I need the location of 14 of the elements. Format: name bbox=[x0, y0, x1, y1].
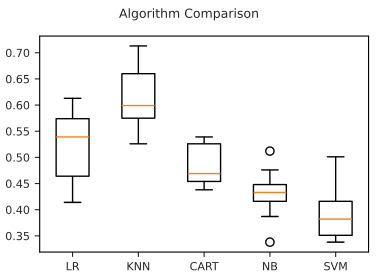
chart-title: Algorithm Comparison bbox=[119, 8, 258, 20]
y-tick-label: 0.55 bbox=[6, 127, 29, 136]
y-tick-label: 0.35 bbox=[6, 232, 29, 240]
y-tick-label: 0.40 bbox=[6, 206, 30, 214]
x-tick-label: KNN bbox=[127, 262, 150, 270]
y-tick-label: 0.45 bbox=[6, 180, 29, 188]
y-tick-label: 0.65 bbox=[6, 74, 29, 84]
x-tick-label: NB bbox=[263, 262, 278, 270]
x-tick-label: SVM bbox=[324, 262, 347, 270]
y-tick-label: 0.60 bbox=[6, 101, 30, 110]
y-tick-label: 0.70 bbox=[6, 48, 30, 58]
x-tick-label: LR bbox=[66, 262, 80, 270]
x-tick-label: CART bbox=[190, 262, 219, 270]
y-tick-label: 0.50 bbox=[6, 153, 30, 162]
